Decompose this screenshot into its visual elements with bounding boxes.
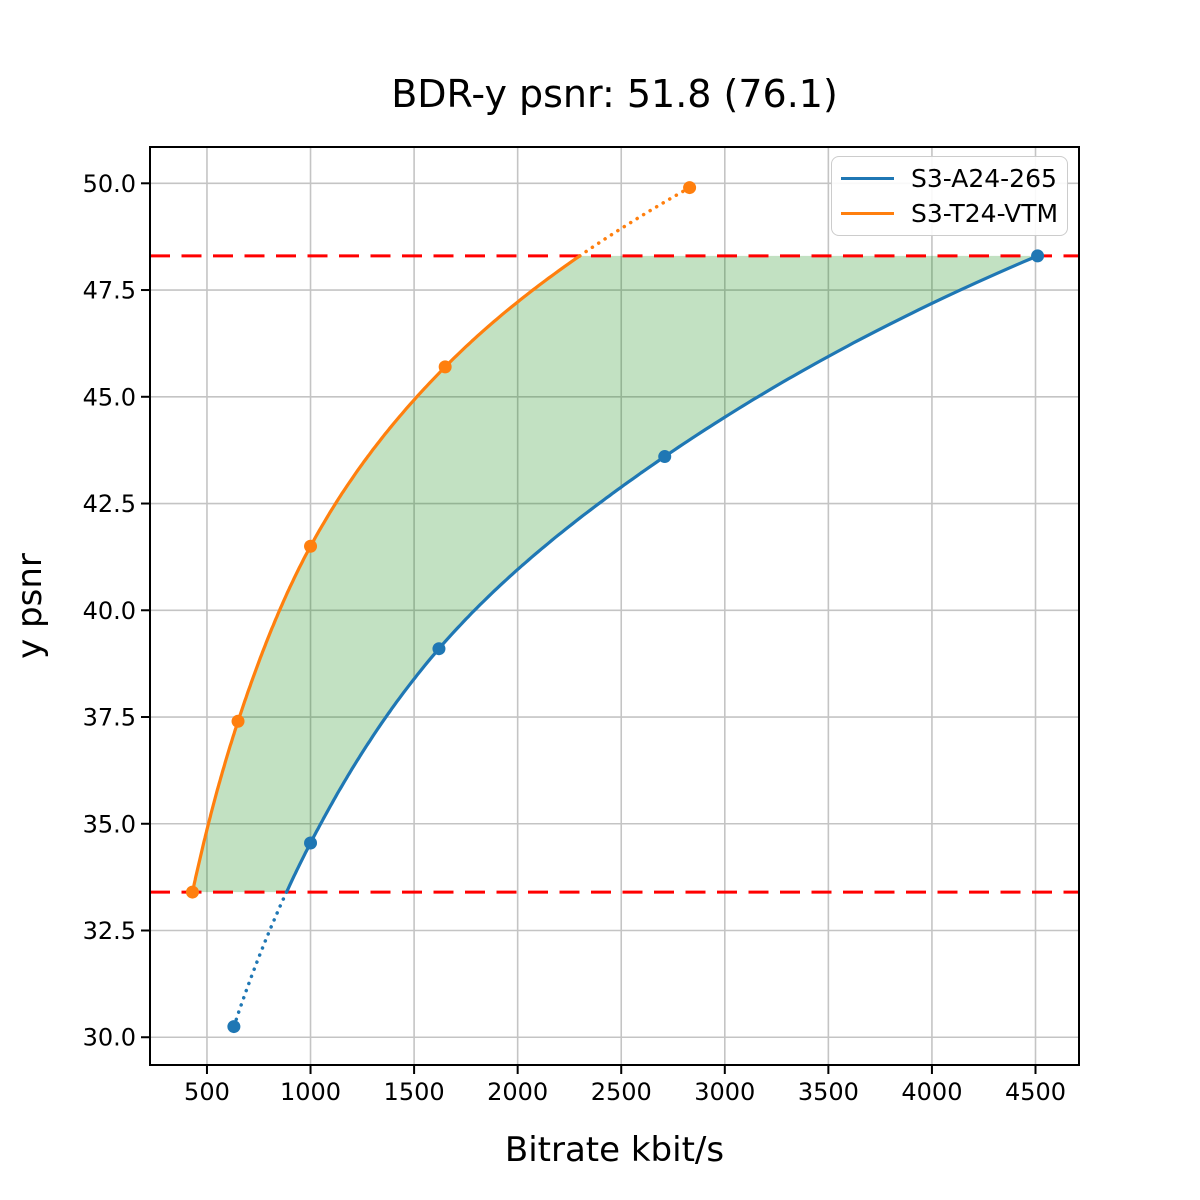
y-tick-label: 32.5 <box>83 917 136 945</box>
y-tick-label: 50.0 <box>83 170 136 198</box>
y-tick-label: 40.0 <box>83 597 136 625</box>
series-1-data-point <box>185 885 199 899</box>
x-tick-label: 2500 <box>591 1078 652 1106</box>
series-0-data-point <box>227 1020 241 1034</box>
x-tick-label: 3000 <box>694 1078 755 1106</box>
x-axis-label: Bitrate kbit/s <box>504 1130 725 1170</box>
y-tick-label: 42.5 <box>83 490 136 518</box>
axes-spines <box>149 146 1080 1066</box>
chart-title: BDR-y psnr: 51.8 (76.1) <box>391 72 838 116</box>
x-tick-label: 4500 <box>1005 1078 1066 1106</box>
x-tick-label: 2000 <box>487 1078 548 1106</box>
bd-overlap-fill-region <box>192 255 1038 893</box>
series-1-dotted-curve <box>578 185 692 258</box>
y-tick-label: 37.5 <box>83 704 136 732</box>
series-1-data-point <box>304 539 318 553</box>
legend: S3-A24-265 S3-T24-VTM <box>831 156 1068 236</box>
legend-label-series-1: S3-T24-VTM <box>911 199 1059 228</box>
series-0-data-point <box>304 836 318 850</box>
series-0-dotted-curve <box>232 890 289 1029</box>
x-tick-label: 1000 <box>280 1078 341 1106</box>
series-1-data-point <box>231 714 245 728</box>
legend-entry: S3-T24-VTM <box>841 196 1067 231</box>
series-1-data-point <box>683 181 697 195</box>
y-axis-label: y psnr <box>10 553 50 659</box>
y-tick-label: 30.0 <box>83 1024 136 1052</box>
x-tick-label: 500 <box>184 1078 230 1106</box>
y-tick-label: 35.0 <box>83 810 136 838</box>
series-0-data-point <box>658 450 672 464</box>
series-0-data-point <box>432 642 446 656</box>
y-tick-label: 47.5 <box>83 277 136 305</box>
legend-line-sample-series-0 <box>841 177 894 180</box>
series-0-data-point <box>1031 249 1045 263</box>
x-tick-label: 3500 <box>798 1078 859 1106</box>
legend-line-sample-series-1 <box>841 212 894 215</box>
series-1-data-point <box>438 360 452 374</box>
y-tick-label: 45.0 <box>83 383 136 411</box>
x-tick-label: 1500 <box>384 1078 445 1106</box>
legend-label-series-0: S3-A24-265 <box>911 164 1057 193</box>
series-0-solid-curve <box>285 254 1039 893</box>
x-tick-label: 4000 <box>901 1078 962 1106</box>
legend-entry: S3-A24-265 <box>841 161 1067 196</box>
